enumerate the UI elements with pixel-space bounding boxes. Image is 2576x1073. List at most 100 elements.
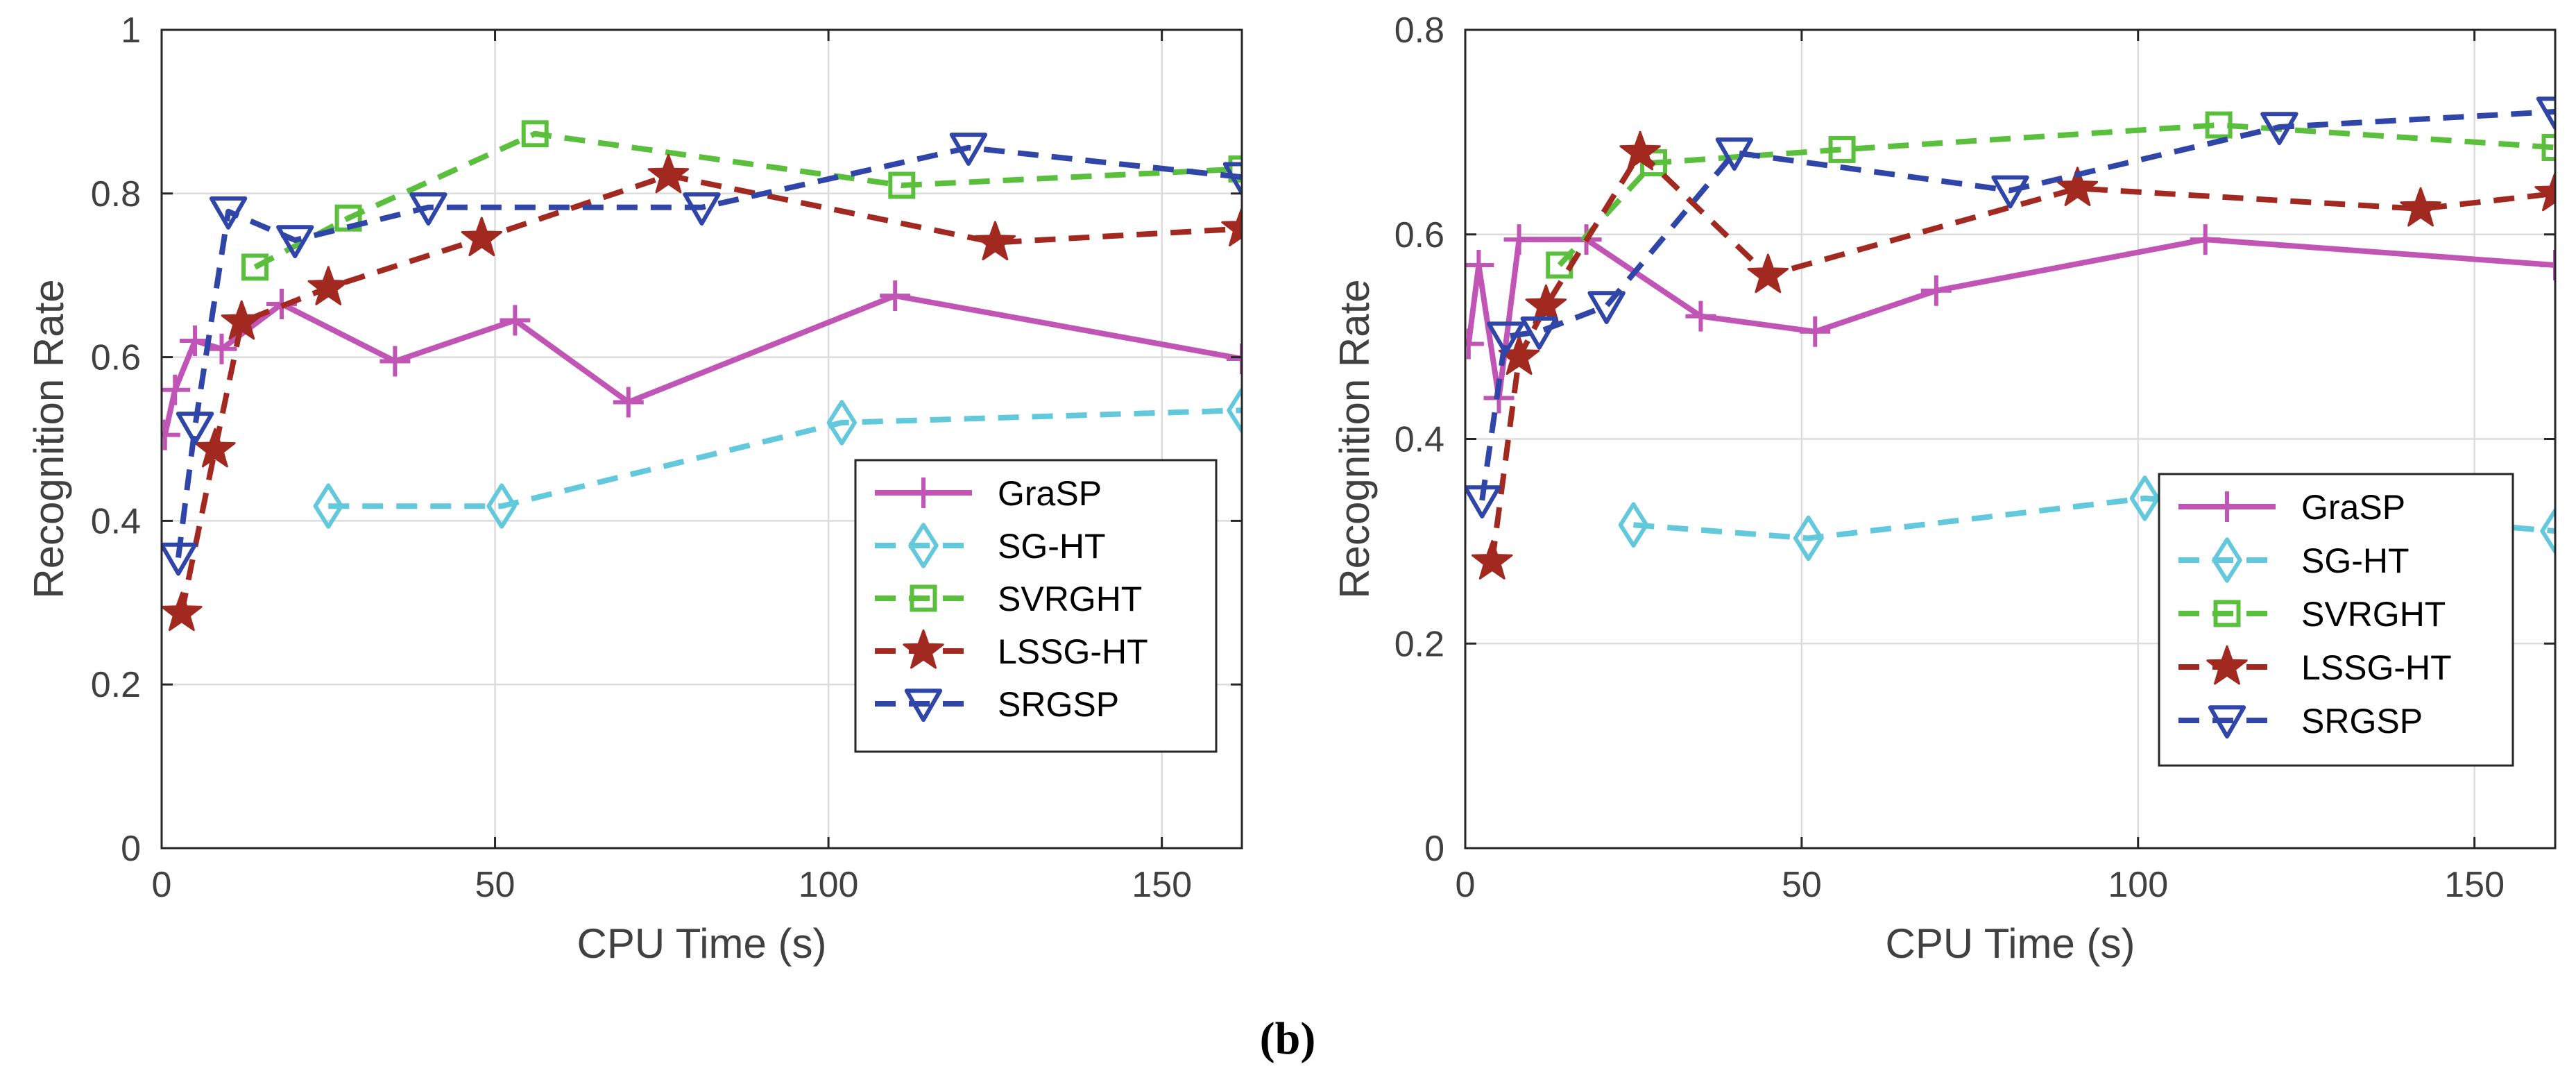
data-point-srgsp (1465, 485, 1501, 519)
data-point-grasp (162, 419, 180, 450)
data-point-srgsp (1991, 175, 2029, 209)
x-tick-label: 150 (2444, 865, 2505, 905)
legend-marker-grasp (2212, 491, 2242, 522)
x-tick-label: 50 (475, 865, 515, 905)
data-point-srgsp (2260, 112, 2298, 146)
legend-marker-sg-ht (908, 523, 939, 568)
data-point-svrght (2205, 111, 2233, 139)
data-point-srgsp (176, 412, 214, 445)
data-point-grasp (1227, 343, 1242, 374)
legend-marker-lssg-ht (903, 629, 944, 669)
legend-label-lssg-ht: LSSG-HT (998, 632, 1148, 671)
data-point-grasp (1465, 249, 1494, 280)
legend-label-lssg-ht: LSSG-HT (2301, 648, 2452, 687)
data-point-lssg-ht (221, 300, 263, 340)
series-line-grasp (162, 293, 1242, 436)
y-tick-label: 0 (121, 829, 141, 869)
legend-marker-lssg-ht (2206, 645, 2248, 685)
data-point-srgsp (162, 542, 198, 576)
y-tick-label: 0.6 (91, 338, 141, 378)
data-point-srgsp (276, 225, 314, 259)
y-axis-label: Recognition Rate (26, 279, 72, 598)
data-point-lssg-ht (2534, 171, 2555, 212)
data-point-grasp (1920, 275, 1952, 306)
series-line-srgsp (176, 144, 1242, 559)
series-line-sg-ht (328, 407, 1242, 509)
data-point-svrght (1228, 155, 1242, 183)
legend-marker-svrght (910, 584, 937, 612)
data-point-srgsp (1486, 321, 1525, 355)
data-point-svrght (2541, 133, 2555, 161)
data-point-srgsp (209, 196, 248, 230)
y-tick-label: 0.4 (1394, 420, 1444, 460)
legend: GraSP SG-HT SVRGHT LSSG-HT SRGSP (2158, 473, 2514, 767)
data-point-sg-ht (1227, 387, 1242, 433)
data-point-lssg-ht (1221, 207, 1242, 246)
legend-marker-svrght (2213, 600, 2241, 627)
data-point-lssg-ht (2400, 187, 2441, 227)
data-point-svrght (521, 120, 549, 148)
data-point-sg-ht (1618, 502, 1649, 548)
legend-label-grasp: GraSP (2301, 488, 2405, 527)
data-point-grasp (500, 305, 531, 336)
series-layer (162, 120, 1242, 632)
chart-left: 0 50 100 150 0 0.2 0.4 0.6 0.8 1 CPU Time (s) Recog… (26, 10, 1243, 967)
legend-label-srgsp: SRGSP (998, 685, 1119, 724)
axes-box (160, 28, 1243, 850)
data-point-srgsp (1520, 316, 1558, 350)
data-point-lssg-ht (1525, 284, 1567, 324)
data-point-lssg-ht (461, 217, 503, 257)
data-point-grasp (613, 387, 644, 418)
series-line-svrght (1557, 122, 2555, 267)
data-point-lssg-ht (1747, 253, 1789, 294)
data-point-svrght (888, 171, 916, 199)
data-point-grasp (880, 280, 911, 312)
data-point-svrght (241, 253, 269, 281)
legend-label-sg-ht: SG-HT (2301, 541, 2409, 580)
legend-marker-srgsp (904, 688, 943, 723)
series-line-grasp (1465, 237, 2555, 401)
data-point-grasp (206, 333, 237, 364)
x-axis-label: CPU Time (s) (1886, 920, 2135, 967)
x-tick-label: 0 (152, 865, 172, 905)
data-point-grasp (2190, 224, 2221, 255)
y-tick-label: 0.8 (1394, 10, 1444, 51)
legend-label-grasp: GraSP (998, 474, 1102, 513)
data-point-lssg-ht (2056, 167, 2099, 206)
data-point-grasp (1800, 316, 1831, 347)
data-point-grasp (1685, 301, 1716, 332)
data-point-sg-ht (2129, 475, 2160, 521)
data-point-sg-ht (1793, 515, 1824, 561)
data-point-srgsp (1587, 291, 1626, 325)
x-tick-label: 100 (2108, 865, 2168, 905)
series-line-lssg-ht (178, 172, 1242, 614)
data-point-grasp (180, 326, 211, 357)
data-point-lssg-ht (194, 428, 236, 468)
data-point-grasp (1503, 224, 1535, 255)
series-layer (1465, 96, 2555, 580)
data-point-lssg-ht (647, 153, 690, 194)
legend-label-srgsp: SRGSP (2301, 702, 2423, 741)
legend-label-sg-ht: SG-HT (998, 527, 1106, 566)
data-point-srgsp (1222, 162, 1242, 196)
data-point-lssg-ht (162, 591, 203, 632)
data-point-srgsp (2536, 96, 2555, 130)
y-tick-label: 0.6 (1394, 215, 1444, 255)
data-point-grasp (162, 374, 191, 405)
y-axis-label: Recognition Rate (1331, 279, 1378, 598)
data-point-lssg-ht (974, 221, 1016, 261)
y-tick-label: 0.8 (91, 174, 141, 214)
legend-label-svrght: SVRGHT (998, 580, 1142, 618)
y-tick-label: 0.4 (91, 501, 141, 541)
data-point-sg-ht (2540, 508, 2555, 554)
x-tick-label: 150 (1132, 865, 1192, 905)
x-tick-label: 0 (1456, 865, 1476, 905)
y-tick-label: 0 (1424, 829, 1444, 869)
data-point-srgsp (1715, 137, 1754, 171)
series-line-srgsp (1479, 108, 2555, 501)
figure-caption: (b) (1260, 1013, 1316, 1064)
data-point-sg-ht (486, 483, 517, 529)
y-tick-label: 0.2 (91, 665, 141, 705)
data-point-srgsp (409, 192, 447, 226)
